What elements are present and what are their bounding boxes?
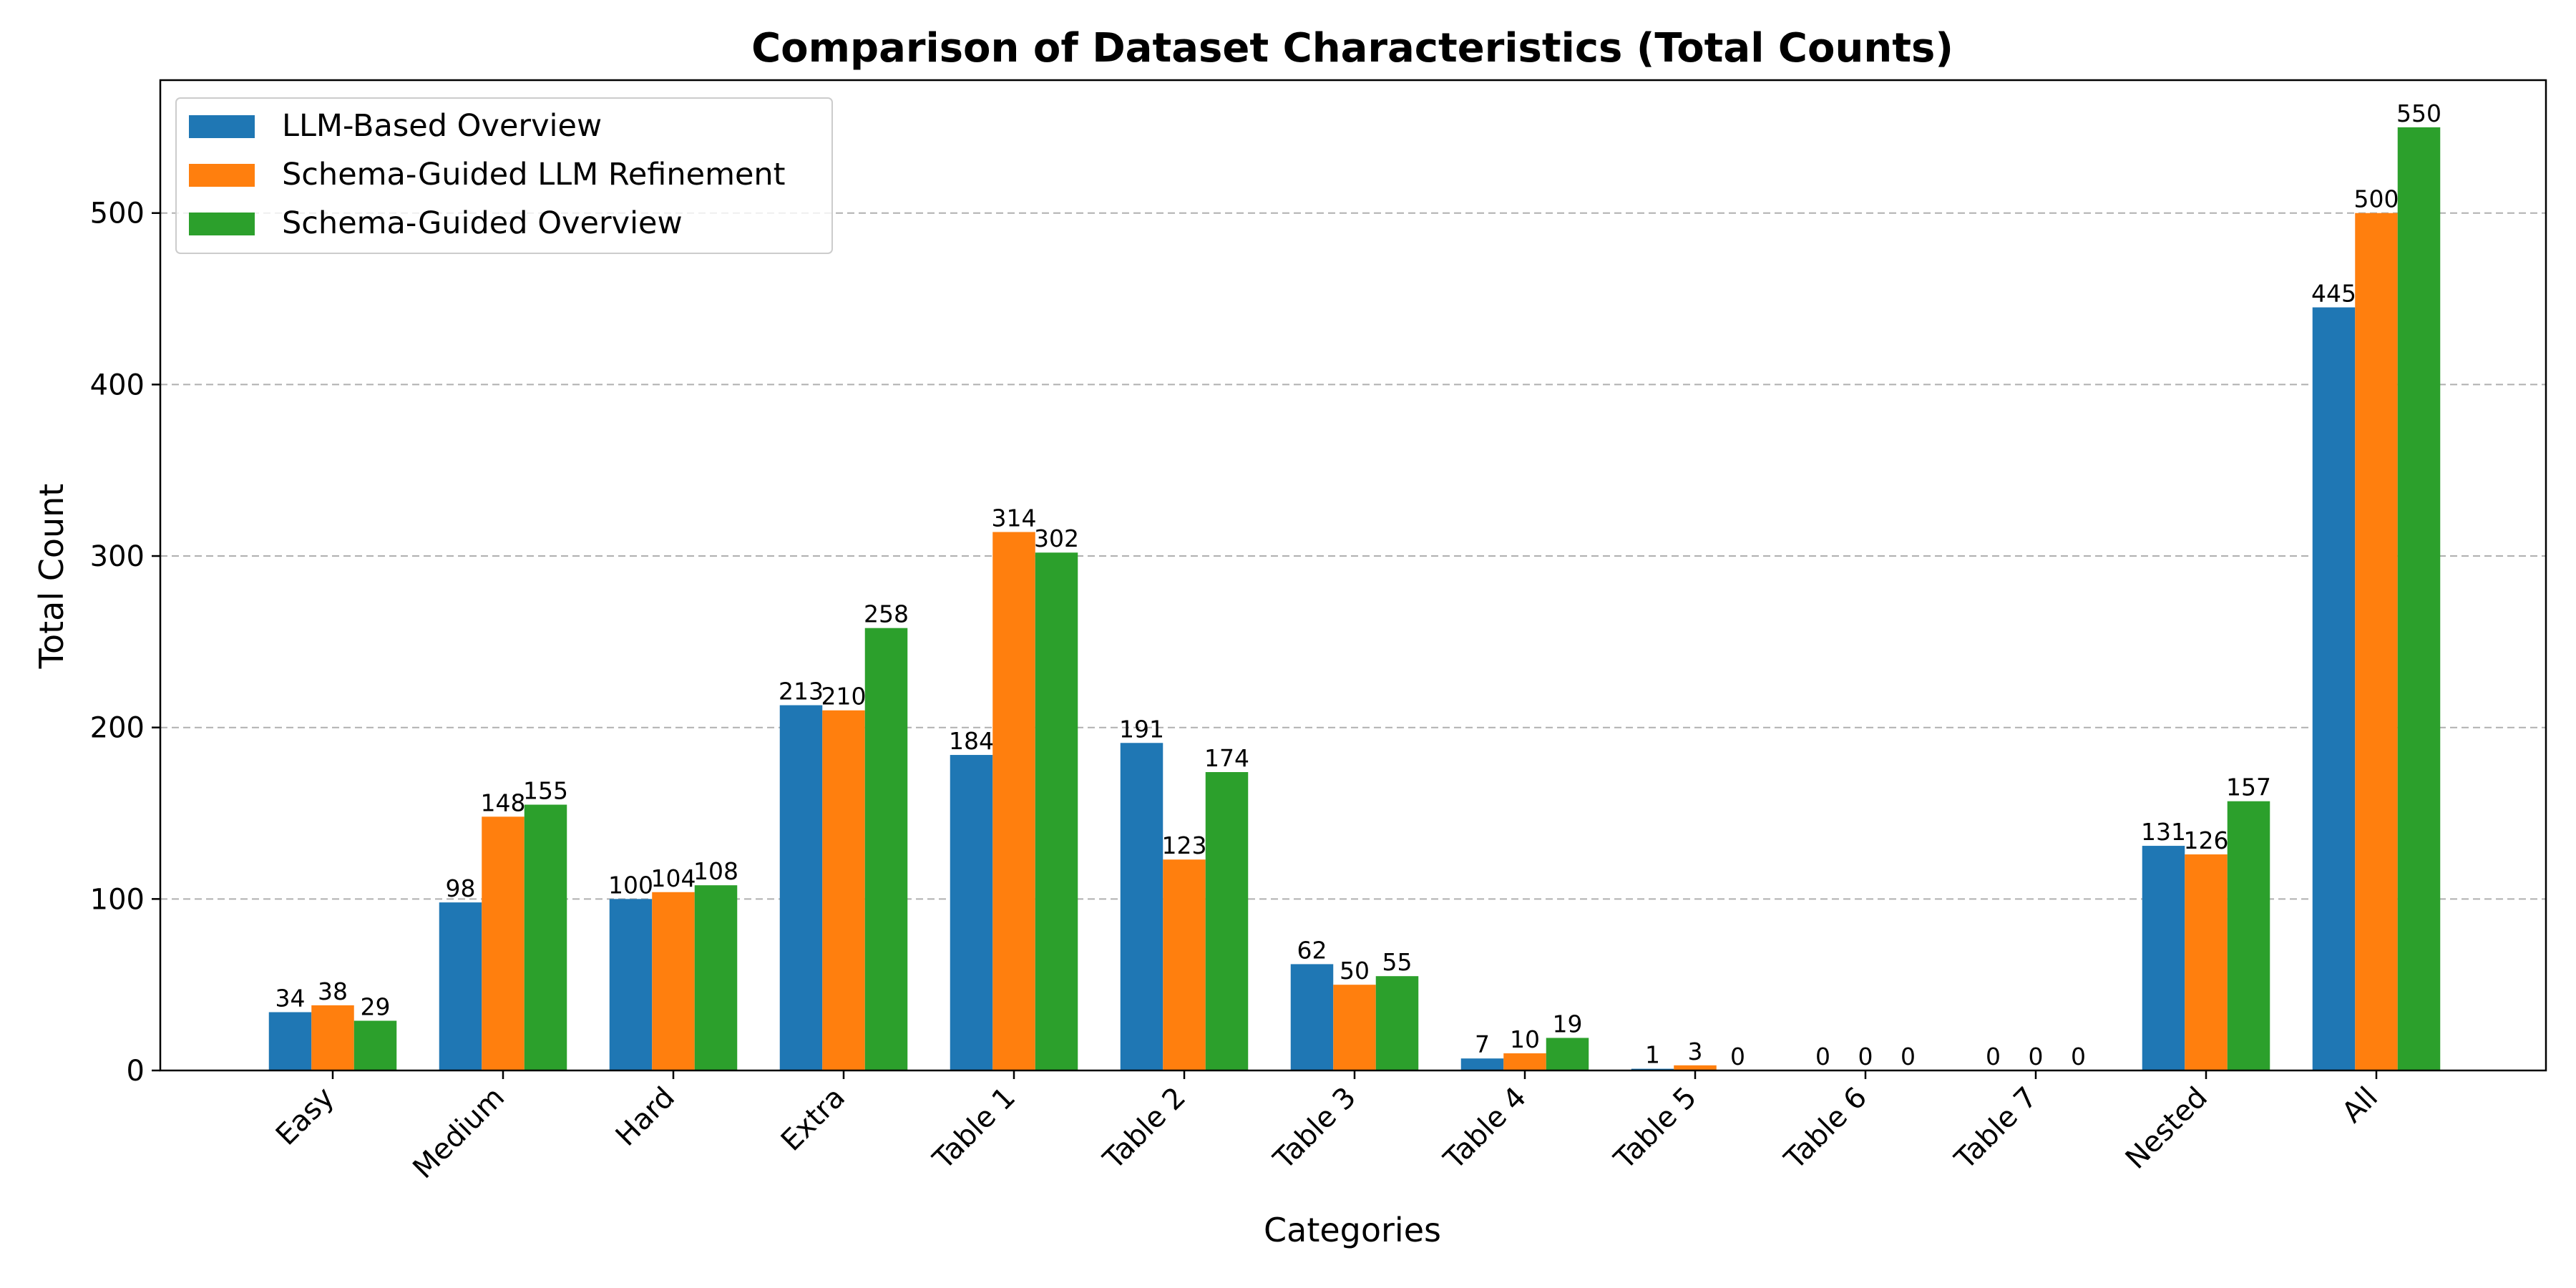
bar (1460, 1058, 1504, 1070)
bar-value-label: 126 (2184, 826, 2229, 854)
bar-value-label: 157 (2226, 774, 2271, 801)
legend: LLM-Based Overview Schema-Guided LLM Refi… (175, 97, 833, 254)
y-axis-label: Total Count (32, 484, 71, 670)
bar (1674, 1065, 1717, 1070)
bar (439, 902, 482, 1070)
bar-value-label: 55 (1382, 948, 1413, 976)
bar-value-label: 29 (361, 993, 391, 1021)
bar-value-label: 550 (2396, 99, 2441, 127)
y-tick-label: 500 (90, 197, 145, 230)
legend-label: Schema-Guided Overview (282, 205, 683, 241)
bar (864, 628, 908, 1070)
bar-value-label: 174 (1204, 744, 1249, 772)
bar (1163, 859, 1206, 1070)
bar-value-label: 191 (1119, 715, 1164, 743)
bar (482, 816, 525, 1070)
bar (2397, 127, 2441, 1070)
legend-swatch (189, 115, 255, 138)
bar-value-label: 500 (2354, 185, 2399, 213)
y-tick-label: 200 (90, 712, 145, 745)
grid-lines (160, 212, 2546, 900)
bar-value-label: 3 (1688, 1038, 1703, 1065)
bar (353, 1020, 397, 1070)
bar-value-label: 62 (1297, 936, 1327, 964)
bar (822, 710, 865, 1070)
bar (524, 804, 567, 1070)
bar (1503, 1053, 1546, 1070)
bar-value-label: 155 (523, 777, 568, 805)
bars (268, 127, 2441, 1071)
bar (1375, 976, 1419, 1070)
bar-value-label: 0 (2029, 1043, 2044, 1070)
bar (2355, 213, 2398, 1071)
bar-value-label: 10 (1510, 1025, 1540, 1053)
bar (1333, 985, 1376, 1070)
bar-value-label: 7 (1475, 1030, 1490, 1058)
bar (1290, 964, 1334, 1070)
bar (779, 705, 823, 1070)
bar-value-label: 19 (1553, 1010, 1583, 1038)
bar (1120, 743, 1163, 1070)
bar-value-label: 104 (651, 864, 696, 892)
bar-value-label: 108 (693, 857, 738, 885)
bar (950, 755, 993, 1070)
legend-label: Schema-Guided LLM Refinement (282, 157, 786, 192)
bar-value-label: 0 (1815, 1043, 1830, 1070)
bar (652, 892, 695, 1070)
bar-value-label: 314 (992, 504, 1037, 532)
legend-box (175, 97, 833, 254)
bar-value-label: 50 (1340, 957, 1370, 985)
bar (268, 1012, 312, 1070)
legend-swatch (189, 164, 255, 187)
bar (2185, 854, 2228, 1070)
bar (992, 532, 1035, 1070)
bar-value-label: 0 (1730, 1043, 1745, 1070)
bar-value-label: 0 (2071, 1043, 2086, 1070)
bar-value-label: 34 (275, 985, 306, 1013)
bar (1546, 1038, 1589, 1070)
bar-value-label: 1 (1645, 1041, 1660, 1069)
y-tick-label: 300 (90, 540, 145, 573)
bar-value-label: 213 (779, 678, 824, 706)
bar-value-label: 148 (481, 789, 526, 816)
bar-value-label: 302 (1034, 525, 1079, 552)
bar-value-label: 100 (608, 871, 653, 899)
bar (1205, 772, 1249, 1070)
bar-value-label: 131 (2141, 818, 2186, 846)
bar-value-label: 0 (1858, 1043, 1873, 1070)
legend-swatch (189, 213, 255, 235)
bar (2312, 307, 2356, 1070)
bar (694, 885, 738, 1070)
bar (2142, 846, 2185, 1070)
bar-value-label: 0 (1901, 1043, 1916, 1070)
bar-value-label: 210 (821, 683, 867, 711)
bar-value-label: 445 (2311, 280, 2356, 308)
plot-frame (159, 79, 2547, 1072)
bar-value-label: 258 (864, 600, 909, 628)
bar-value-label: 0 (1986, 1043, 2001, 1070)
bar-value-label: 38 (318, 977, 348, 1005)
chart-title: Comparison of Dataset Characteristics (T… (751, 25, 1953, 72)
y-tick-label: 0 (127, 1055, 145, 1088)
x-axis-label: Categories (1264, 1211, 1441, 1249)
legend-label: LLM-Based Overview (282, 108, 602, 144)
bar (311, 1005, 354, 1070)
bar-value-label: 184 (949, 727, 994, 755)
bar (1035, 552, 1078, 1070)
bar-value-label: 123 (1162, 831, 1207, 859)
bar-value-label: 98 (446, 874, 476, 902)
y-tick-label: 100 (90, 883, 145, 916)
bar (609, 899, 653, 1070)
bar (2227, 801, 2270, 1070)
y-tick-label: 400 (90, 369, 145, 401)
